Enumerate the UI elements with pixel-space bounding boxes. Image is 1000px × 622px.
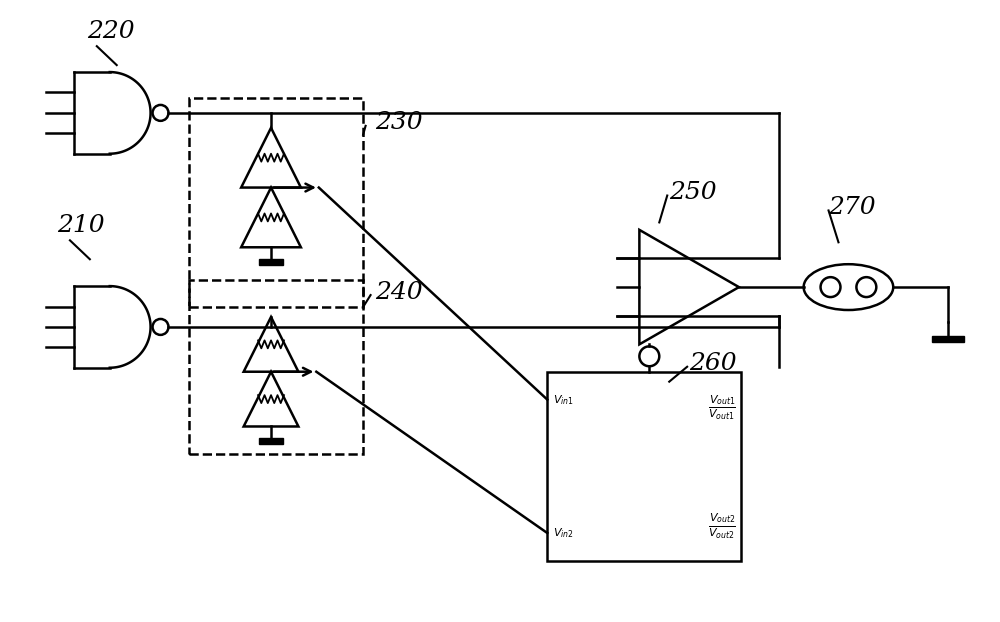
Bar [547, 372, 741, 561]
Polygon shape [259, 439, 283, 444]
Text: $V_{in2}$: $V_{in2}$ [553, 526, 574, 540]
Text: $V_{out2}$: $V_{out2}$ [709, 512, 735, 526]
Text: 230: 230 [376, 111, 423, 134]
Text: 250: 250 [669, 181, 717, 204]
Text: $V_{in1}$: $V_{in1}$ [553, 392, 574, 407]
Polygon shape [932, 336, 964, 342]
Text: 220: 220 [87, 20, 134, 43]
Text: 270: 270 [829, 196, 876, 219]
Bar [189, 98, 363, 307]
Text: 240: 240 [376, 281, 423, 304]
Text: 210: 210 [57, 215, 105, 238]
Text: $V_{out1}$: $V_{out1}$ [709, 392, 735, 407]
Bar [189, 280, 363, 454]
Text: $\overline{V_{out2}}$: $\overline{V_{out2}}$ [708, 525, 735, 541]
Text: 260: 260 [689, 352, 737, 375]
Polygon shape [259, 259, 283, 265]
Text: $\overline{V_{out1}}$: $\overline{V_{out1}}$ [708, 406, 735, 422]
